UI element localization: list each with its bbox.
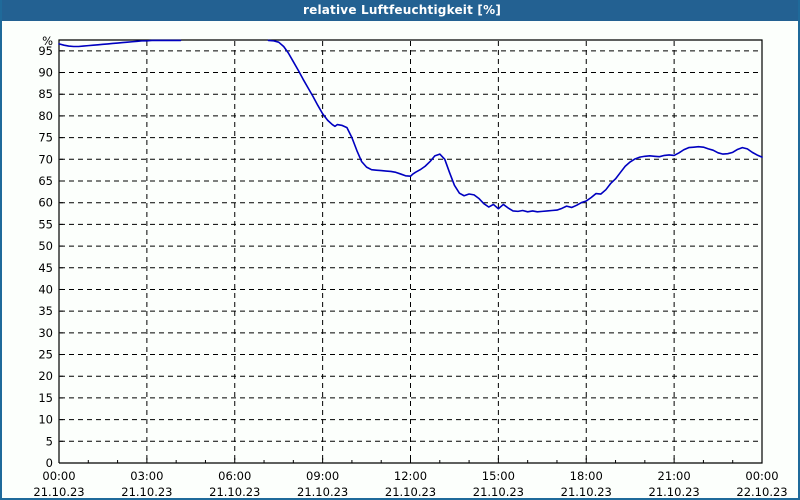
x-axis-date-label: 21.10.23: [385, 485, 436, 498]
y-axis-tick-label: 90: [38, 66, 53, 80]
y-axis-tick-label: 50: [38, 239, 53, 253]
y-axis-tick-label: 5: [46, 434, 53, 448]
x-axis-time-label: 00:00: [42, 469, 75, 483]
data-line-humidity: [58, 39, 182, 48]
horizontal-gridlines: [59, 50, 761, 464]
x-axis-date-label: 21.10.23: [561, 485, 612, 498]
y-axis-unit-label: %: [42, 34, 53, 48]
x-axis-tick-labels: 00:00 21.10.23 03:00 21.10.23 06:00 21.10.23 0…: [33, 469, 787, 498]
y-axis-tick-label: 10: [38, 413, 53, 427]
y-axis-tick-label: 0: [46, 456, 53, 470]
y-axis-tick-label: 55: [38, 217, 53, 231]
x-axis-date-label: 21.10.23: [121, 485, 172, 498]
y-axis-tick-label: 80: [38, 109, 53, 123]
x-axis-time-label: 00:00: [745, 469, 778, 483]
x-axis-time-label: 09:00: [306, 469, 339, 483]
y-axis-tick-label: 75: [38, 131, 53, 145]
data-line-humidity: [267, 39, 763, 213]
y-axis-tick-label: 85: [38, 87, 53, 101]
data-series-group: [58, 39, 763, 213]
x-axis-date-label: 22.10.23: [736, 485, 787, 498]
y-axis-tick-label: 45: [38, 261, 53, 275]
x-axis-date-label: 21.10.23: [297, 485, 348, 498]
x-axis-time-label: 15:00: [482, 469, 515, 483]
x-axis-time-label: 12:00: [394, 469, 427, 483]
x-axis-date-label: 21.10.23: [33, 485, 84, 498]
chart-canvas: 0 5 10 15 20 25 30 35 40 45 50 55 60 65 70 75 80 85 90 95 0…: [2, 21, 798, 498]
y-axis-tick-label: 25: [38, 348, 53, 362]
y-axis-tick-label: 60: [38, 196, 53, 210]
y-axis-tick-label: 30: [38, 326, 53, 340]
vertical-gridlines: [58, 41, 763, 463]
y-axis-tick-label: 20: [38, 369, 53, 383]
y-axis-tick-label: 70: [38, 152, 53, 166]
x-axis-time-label: 18:00: [570, 469, 603, 483]
y-axis-tick-label: 15: [38, 391, 53, 405]
humidity-line-chart: 0 5 10 15 20 25 30 35 40 45 50 55 60 65 70 75 80 85 90 95 0…: [33, 34, 787, 498]
axis-frame-path: [58, 39, 763, 464]
y-axis-tick-labels: 0 5 10 15 20 25 30 35 40 45 50 55 60 65 70 75 80 85 90 95: [38, 44, 53, 470]
x-axis-time-label: 21:00: [658, 469, 691, 483]
y-axis-tick-label: 65: [38, 174, 53, 188]
x-axis-time-label: 06:00: [218, 469, 251, 483]
y-axis-tick-label: 40: [38, 282, 53, 296]
x-axis-date-label: 21.10.23: [649, 485, 700, 498]
y-axis-tick-label: 95: [38, 44, 53, 58]
page-title: relative Luftfeuchtigkeit [%]: [302, 3, 502, 17]
x-axis-date-label: 21.10.23: [473, 485, 524, 498]
y-axis-tick-label: 35: [38, 304, 53, 318]
x-axis-date-label: 21.10.23: [209, 485, 260, 498]
plot-area-frame: [58, 39, 763, 464]
x-axis-time-label: 03:00: [130, 469, 163, 483]
window-title-bar: relative Luftfeuchtigkeit [%]: [2, 0, 798, 21]
